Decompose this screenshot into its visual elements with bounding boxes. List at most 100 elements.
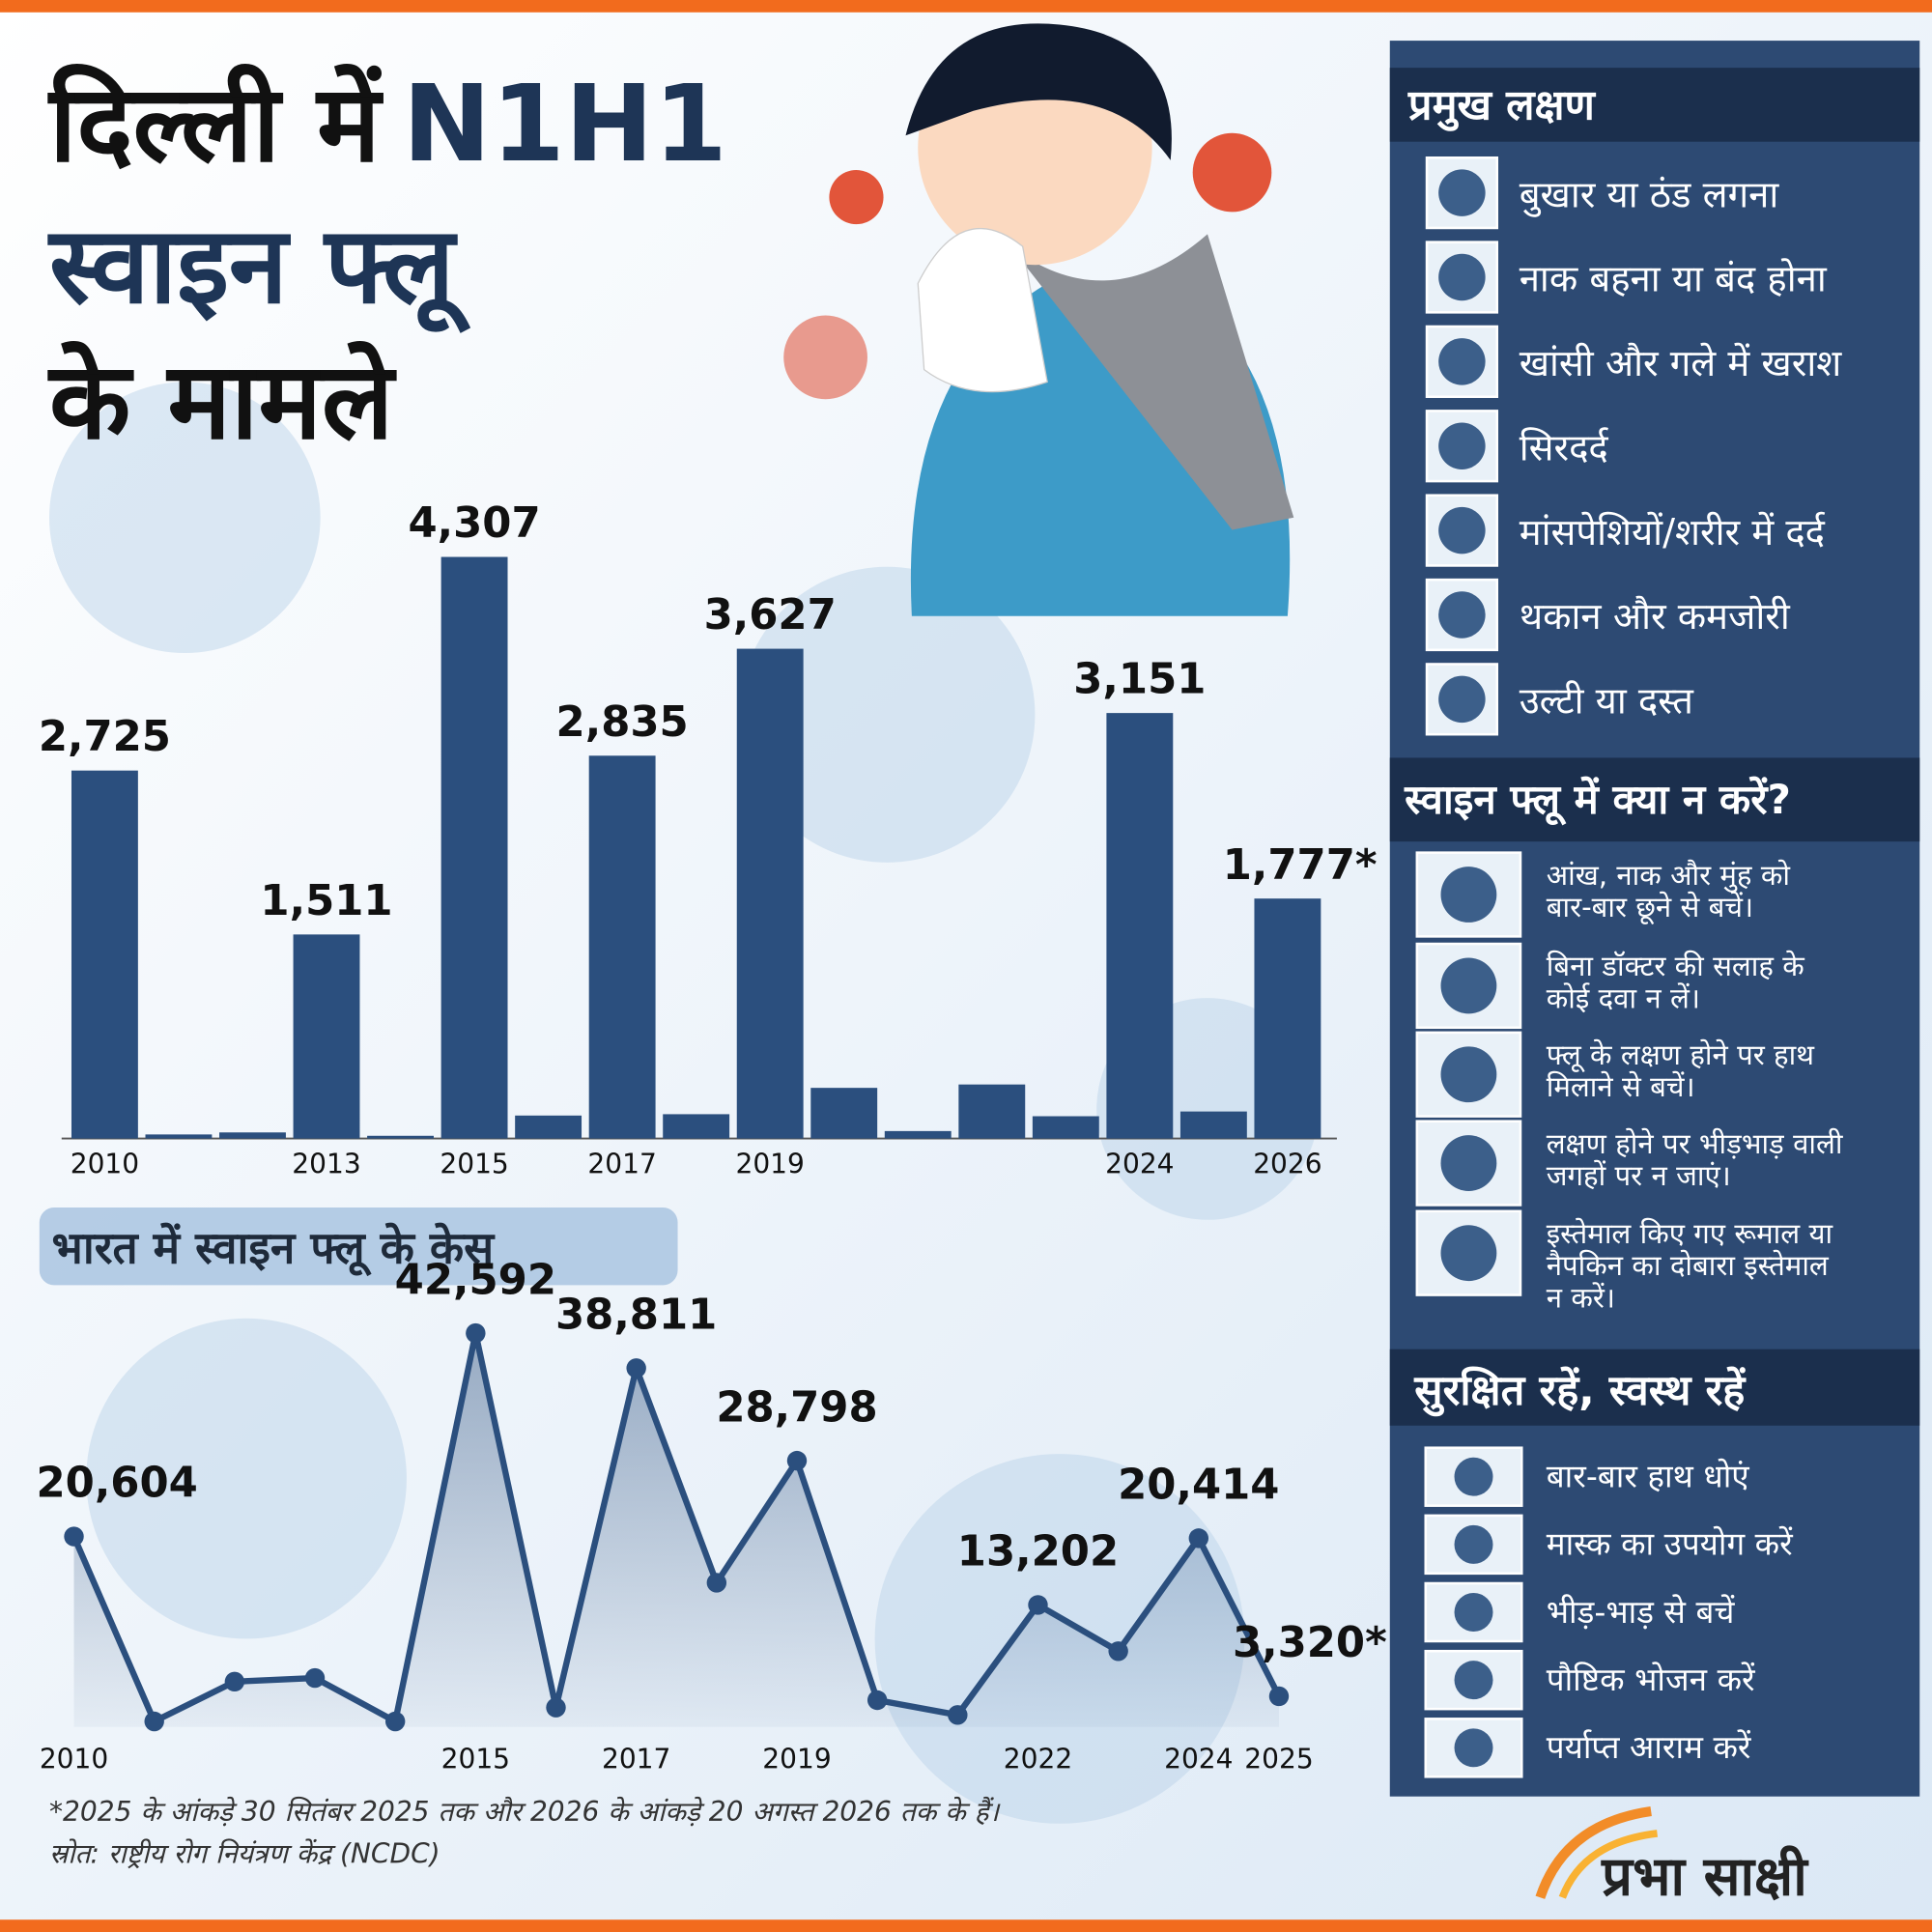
x-tick-label: 2019 bbox=[735, 1148, 804, 1179]
icon-figure bbox=[1440, 1135, 1497, 1191]
title: दिल्ली में N1H1 bbox=[47, 62, 727, 185]
icon-figure bbox=[1438, 169, 1486, 216]
value-label: 38,811 bbox=[555, 1291, 717, 1339]
icon-figure bbox=[1454, 1593, 1493, 1632]
point bbox=[224, 1671, 245, 1692]
icon-figure bbox=[1454, 1661, 1493, 1700]
symptom: सिरदर्द bbox=[1520, 426, 1609, 469]
symptom: खांसी और गले में खराश bbox=[1520, 342, 1843, 385]
bar bbox=[219, 1132, 286, 1139]
icon-figure bbox=[1438, 338, 1486, 385]
title-part: दिल्ली में bbox=[47, 62, 384, 185]
tip: भीड़-भाड़ से बचें bbox=[1547, 1593, 1736, 1631]
value-label: 1,511 bbox=[260, 877, 392, 925]
bar bbox=[588, 755, 656, 1139]
dont-text: बार-बार छूने से बचें। bbox=[1547, 891, 1753, 925]
value-label: 20,414 bbox=[1118, 1462, 1279, 1510]
x-tick-label: 2017 bbox=[602, 1743, 670, 1775]
chart-title-bg bbox=[39, 1208, 678, 1286]
value-label: 3,151 bbox=[1073, 656, 1206, 704]
icon-figure bbox=[1438, 422, 1486, 469]
value-label: 3,627 bbox=[704, 591, 837, 639]
section-header bbox=[1389, 757, 1920, 842]
symptom: मांसपेशियों/शरीर में दर्द bbox=[1520, 511, 1826, 554]
bottom-border bbox=[0, 1919, 1932, 1932]
dont-text: फ्लू के लक्षण होने पर हाथ bbox=[1547, 1038, 1815, 1073]
x-tick-label: 2013 bbox=[292, 1148, 360, 1179]
x-tick-label: 2017 bbox=[587, 1148, 656, 1179]
value-label: 3,320* bbox=[1233, 1619, 1387, 1667]
bar bbox=[440, 556, 508, 1139]
point bbox=[304, 1667, 326, 1689]
title: के मामले bbox=[47, 339, 397, 463]
dont-text: नैपकिन का दोबारा इस्तेमाल bbox=[1547, 1249, 1830, 1282]
dont-text: कोई दवा न लें। bbox=[1547, 981, 1700, 1014]
dont-text: मिलाने से बचें। bbox=[1547, 1070, 1695, 1103]
x-tick-label: 2025 bbox=[1244, 1743, 1313, 1775]
point bbox=[144, 1711, 164, 1732]
dont-text: बिना डॉक्टर की सलाह के bbox=[1547, 950, 1805, 982]
icon-figure bbox=[1440, 1225, 1497, 1282]
section-header bbox=[1389, 1349, 1920, 1426]
symptom: उल्टी या दस्त bbox=[1520, 680, 1694, 724]
bar bbox=[1106, 713, 1174, 1139]
bar bbox=[145, 1134, 213, 1139]
point bbox=[466, 1322, 486, 1344]
bar bbox=[958, 1084, 1026, 1139]
tip: बार-बार हाथ धोएं bbox=[1547, 1458, 1750, 1495]
tip: पौष्टिक भोजन करें bbox=[1547, 1661, 1756, 1698]
icon-figure bbox=[1440, 1046, 1497, 1103]
value-label: 1,777* bbox=[1223, 841, 1378, 890]
icon-figure bbox=[1438, 253, 1486, 301]
point bbox=[948, 1705, 968, 1725]
x-tick-label: 2010 bbox=[71, 1148, 139, 1179]
x-tick-label: 2015 bbox=[440, 1148, 508, 1179]
bar bbox=[515, 1115, 582, 1139]
logo-text: प्रभा साक्षी bbox=[1601, 1845, 1809, 1909]
value-label: 28,798 bbox=[716, 1383, 877, 1432]
icon-figure bbox=[1440, 957, 1497, 1014]
dont-text: आंख, नाक और मुंह को bbox=[1547, 859, 1791, 893]
bar bbox=[1179, 1111, 1247, 1139]
point bbox=[384, 1711, 406, 1732]
footnote: *2025 के आंकड़े 30 सितंबर 2025 तक और 202… bbox=[49, 1796, 1002, 1828]
point bbox=[867, 1690, 888, 1711]
value-label: 2,835 bbox=[556, 698, 689, 747]
logo: प्रभा साक्षी bbox=[1535, 1805, 1809, 1909]
icon-figure bbox=[1454, 1524, 1493, 1564]
tip: मास्क का उपयोग करें bbox=[1547, 1525, 1794, 1563]
title-part: N1H1 bbox=[403, 62, 727, 185]
point bbox=[1268, 1686, 1290, 1707]
bar bbox=[736, 648, 804, 1139]
point bbox=[706, 1573, 727, 1593]
dont-text: न करें। bbox=[1547, 1281, 1615, 1314]
x-tick-label: 2024 bbox=[1164, 1743, 1233, 1775]
value-label: 42,592 bbox=[395, 1256, 556, 1304]
area bbox=[73, 1333, 1279, 1727]
bar bbox=[663, 1114, 730, 1139]
point bbox=[1108, 1641, 1128, 1662]
value-label: 20,604 bbox=[37, 1460, 198, 1508]
symptom: नाक बहना या बंद होना bbox=[1520, 258, 1828, 301]
icon-figure bbox=[1440, 867, 1497, 923]
icon-figure bbox=[1438, 591, 1486, 639]
section-header bbox=[1389, 68, 1920, 142]
top-border bbox=[0, 0, 1932, 13]
icon-figure bbox=[1438, 675, 1486, 724]
point bbox=[786, 1450, 808, 1471]
bar bbox=[884, 1130, 952, 1139]
icon-figure bbox=[1454, 1457, 1493, 1496]
dont-text: लक्षण होने पर भीड़भाड़ वाली bbox=[1547, 1127, 1843, 1160]
tip: पर्याप्त आराम करें bbox=[1547, 1728, 1752, 1766]
chart-title: भारत में स्वाइन फ्लू के केस bbox=[52, 1221, 497, 1276]
x-tick-label: 2019 bbox=[762, 1743, 831, 1775]
section-title: स्वाइन फ्लू में क्या न करें? bbox=[1404, 776, 1791, 826]
point bbox=[1188, 1528, 1209, 1548]
icon-figure bbox=[1454, 1728, 1493, 1768]
title: स्वाइन फ्लू bbox=[47, 204, 470, 334]
illustration bbox=[783, 23, 1294, 616]
point bbox=[626, 1358, 646, 1378]
bar bbox=[367, 1135, 434, 1139]
